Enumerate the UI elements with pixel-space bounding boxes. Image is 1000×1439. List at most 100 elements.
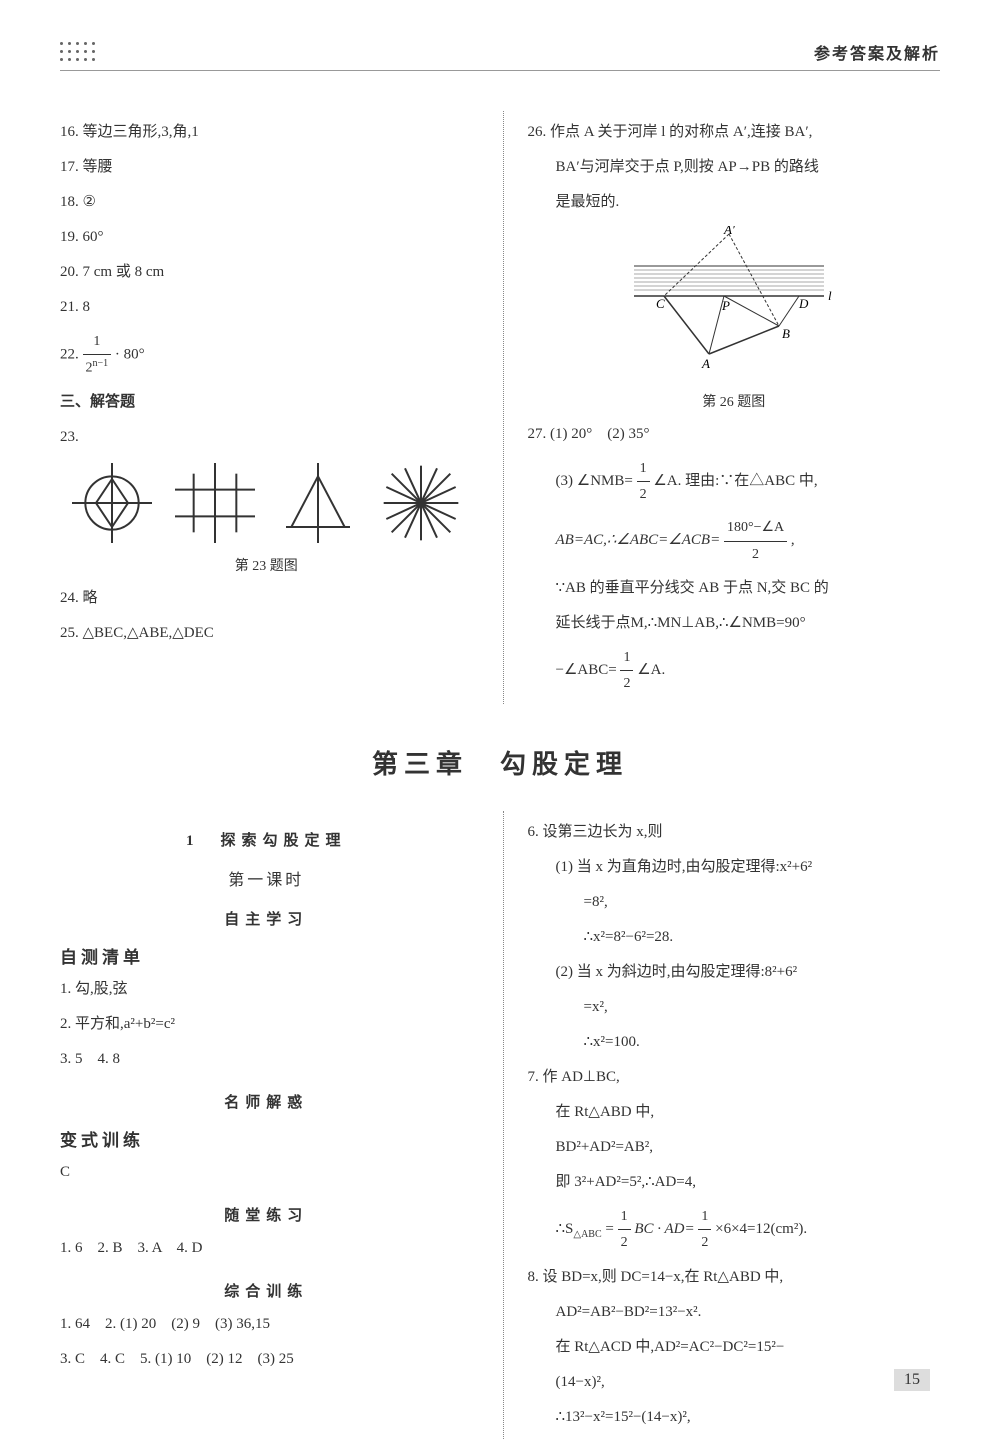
- bottom-content: 1 探索勾股定理 第一课时 自主学习 自测清单 1. 勾,股,弦 2. 平方和,…: [60, 811, 940, 1438]
- answer-26-line2: BA′与河岸交于点 P,则按 AP→PB 的路线: [528, 154, 941, 181]
- answer-27-3b: AB=AC,∴∠ABC=∠ACB= 180°−∠A 2 ,: [528, 515, 941, 566]
- section-title: 1 探索勾股定理: [60, 829, 473, 850]
- q7e-mid2: BC · AD=: [634, 1221, 694, 1237]
- q7: 7. 作 AD⊥BC,: [528, 1064, 941, 1091]
- zice-3: 3. 5 4. 8: [60, 1046, 473, 1073]
- fig23-shape-2: [175, 463, 255, 543]
- q7e-pre: ∴S: [556, 1221, 574, 1237]
- mingshi-header: 名师解惑: [60, 1091, 473, 1112]
- q7c: BD²+AD²=AB²,: [528, 1134, 941, 1161]
- top-content: 16. 等边三角形,3,角,1 17. 等腰 18. ② 19. 60° 20.…: [60, 111, 940, 704]
- q6-2c: ∴x²=100.: [528, 1029, 941, 1056]
- a22-den-base: 2: [86, 361, 93, 376]
- q7d: 即 3²+AD²=5²,∴AD=4,: [528, 1169, 941, 1196]
- a22-den: 2n−1: [83, 355, 112, 381]
- zonghe-2: 3. C 4. C 5. (1) 10 (2) 12 (3) 25: [60, 1346, 473, 1373]
- q6: 6. 设第三边长为 x,则: [528, 819, 941, 846]
- suitang-header: 随堂练习: [60, 1204, 473, 1225]
- page-number: 15: [894, 1369, 930, 1391]
- svg-text:B: B: [782, 326, 790, 341]
- figure-26: A′ C P D l B A: [528, 226, 941, 381]
- q7e: ∴S△ABC = 1 2 BC · AD= 1 2 ×6×4=12(cm²).: [528, 1204, 941, 1255]
- bianshi-ans: C: [60, 1159, 473, 1186]
- zonghe-1: 1. 64 2. (1) 20 (2) 9 (3) 36,15: [60, 1311, 473, 1338]
- answer-19: 19. 60°: [60, 224, 473, 251]
- answer-17: 17. 等腰: [60, 154, 473, 181]
- frac-num: 1: [698, 1204, 711, 1230]
- a27-3b-pre: AB=AC,∴∠ABC=∠ACB=: [556, 533, 721, 549]
- q6-2: (2) 当 x 为斜边时,由勾股定理得:8²+6²: [528, 959, 941, 986]
- answer-22: 22. 1 2n−1 · 80°: [60, 329, 473, 381]
- frac-num: 1: [620, 645, 633, 671]
- section-3-header: 三、解答题: [60, 389, 473, 416]
- fig26-label: 第 26 题图: [528, 391, 941, 411]
- frac-num: 1: [637, 456, 650, 482]
- suitang-1: 1. 6 2. B 3. A 4. D: [60, 1235, 473, 1262]
- fig23-shape-3: [278, 463, 358, 543]
- zice-1: 1. 勾,股,弦: [60, 976, 473, 1003]
- q8: 8. 设 BD=x,则 DC=14−x,在 Rt△ABD 中,: [528, 1264, 941, 1291]
- a27-3a-post: ∠A. 理由:∵在△ABC 中,: [653, 473, 817, 489]
- answer-18: 18. ②: [60, 189, 473, 216]
- q6-1: (1) 当 x 为直角边时,由勾股定理得:x²+6²: [528, 854, 941, 881]
- answer-24: 24. 略: [60, 585, 473, 612]
- svg-text:A: A: [701, 356, 710, 371]
- a27-3a-pre: (3) ∠NMB=: [556, 473, 633, 489]
- answer-25: 25. △BEC,△ABE,△DEC: [60, 620, 473, 647]
- svg-text:l: l: [828, 288, 832, 303]
- fig23-shape-4: [381, 463, 461, 543]
- right-column: 26. 作点 A 关于河岸 l 的对称点 A′,连接 BA′, BA′与河岸交于…: [503, 111, 941, 704]
- svg-text:P: P: [721, 298, 730, 313]
- page-header: 参考答案及解析: [60, 40, 940, 71]
- a27-3a-frac: 1 2: [637, 456, 650, 507]
- answer-27-3c: ∵AB 的垂直平分线交 AB 于点 N,交 BC 的: [528, 575, 941, 602]
- fig23-label: 第 23 题图: [60, 555, 473, 575]
- q8c: 在 Rt△ACD 中,AD²=AC²−DC²=15²−: [528, 1334, 941, 1361]
- chapter-title: 第三章 勾股定理: [60, 744, 940, 781]
- q7e-mid: =: [605, 1221, 613, 1237]
- figure-23: [60, 463, 473, 543]
- answer-26-line1: 26. 作点 A 关于河岸 l 的对称点 A′,连接 BA′,: [528, 119, 941, 146]
- a27-3e-frac: 1 2: [620, 645, 633, 696]
- q7e-frac2: 1 2: [698, 1204, 711, 1255]
- a27-3e-post: ∠A.: [637, 662, 665, 678]
- zonghe-header: 综合训练: [60, 1280, 473, 1301]
- q6-1b: =8²,: [528, 889, 941, 916]
- answer-20: 20. 7 cm 或 8 cm: [60, 259, 473, 286]
- answer-27-line1: 27. (1) 20° (2) 35°: [528, 421, 941, 448]
- frac-den: 2: [698, 1230, 711, 1255]
- q7e-post: ×6×4=12(cm²).: [715, 1221, 807, 1237]
- bottom-right-column: 6. 设第三边长为 x,则 (1) 当 x 为直角边时,由勾股定理得:x²+6²…: [503, 811, 941, 1438]
- bianshi-header: 变式训练: [60, 1126, 473, 1151]
- answer-27-3e: −∠ABC= 1 2 ∠A.: [528, 645, 941, 696]
- a22-fraction: 1 2n−1: [83, 329, 112, 381]
- answer-26-line3: 是最短的.: [528, 189, 941, 216]
- svg-text:A′: A′: [723, 226, 735, 237]
- zice-header: 自测清单: [60, 943, 473, 968]
- lesson-title: 第一课时: [60, 866, 473, 890]
- q7e-frac1: 1 2: [618, 1204, 631, 1255]
- left-column: 16. 等边三角形,3,角,1 17. 等腰 18. ② 19. 60° 20.…: [60, 111, 473, 704]
- bottom-left-column: 1 探索勾股定理 第一课时 自主学习 自测清单 1. 勾,股,弦 2. 平方和,…: [60, 811, 473, 1438]
- q6-1c: ∴x²=8²−6²=28.: [528, 924, 941, 951]
- a22-suffix: · 80°: [115, 346, 145, 362]
- header-title: 参考答案及解析: [814, 40, 940, 64]
- q8b: AD²=AB²−BD²=13²−x².: [528, 1299, 941, 1326]
- frac-den: 2: [620, 671, 633, 696]
- a22-prefix: 22.: [60, 346, 83, 362]
- a27-3e-pre: −∠ABC=: [556, 662, 617, 678]
- svg-text:C: C: [656, 296, 665, 311]
- answer-27-3a: (3) ∠NMB= 1 2 ∠A. 理由:∵在△ABC 中,: [528, 456, 941, 507]
- a27-3b-post: ,: [791, 533, 795, 549]
- frac-num: 1: [618, 1204, 631, 1230]
- header-dots-icon: [60, 42, 96, 62]
- q7e-sub: △ABC: [573, 1229, 601, 1240]
- frac-den: 2: [637, 482, 650, 507]
- svg-text:D: D: [798, 296, 809, 311]
- frac-den: 2: [724, 542, 787, 567]
- q7b: 在 Rt△ABD 中,: [528, 1099, 941, 1126]
- answer-27-3d: 延长线于点M,∴MN⊥AB,∴∠NMB=90°: [528, 610, 941, 637]
- zice-2: 2. 平方和,a²+b²=c²: [60, 1011, 473, 1038]
- answer-16: 16. 等边三角形,3,角,1: [60, 119, 473, 146]
- a22-den-exp: n−1: [93, 358, 109, 369]
